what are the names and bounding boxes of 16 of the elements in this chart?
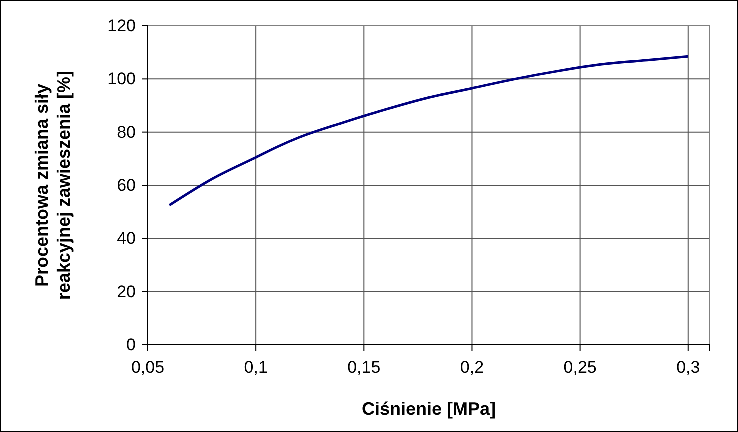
line-series xyxy=(168,55,690,207)
y-tick-label: 60 xyxy=(117,176,136,195)
y-tick-label: 100 xyxy=(108,70,136,89)
x-tick-label: 0,2 xyxy=(460,358,484,378)
y-tick-label: 80 xyxy=(117,122,136,142)
y-tick-label: 40 xyxy=(117,229,136,248)
y-tick-label: 20 xyxy=(117,282,136,302)
x-axis-title: Ciśnienie [MPa] xyxy=(362,399,496,419)
y-tick-label: 0 xyxy=(126,335,136,354)
x-tick-label: 0,3 xyxy=(676,358,700,378)
x-tick-label: 0,15 xyxy=(348,358,381,378)
y-axis-title: Procentowa zmiana siły reakcyjnej zawieszenia [%] xyxy=(32,70,74,300)
y-tick-label: 120 xyxy=(108,16,136,36)
x-tick-label: 0,1 xyxy=(244,358,268,378)
x-tick-label: 0,25 xyxy=(564,358,597,378)
x-tick-label: 0,05 xyxy=(131,358,165,378)
